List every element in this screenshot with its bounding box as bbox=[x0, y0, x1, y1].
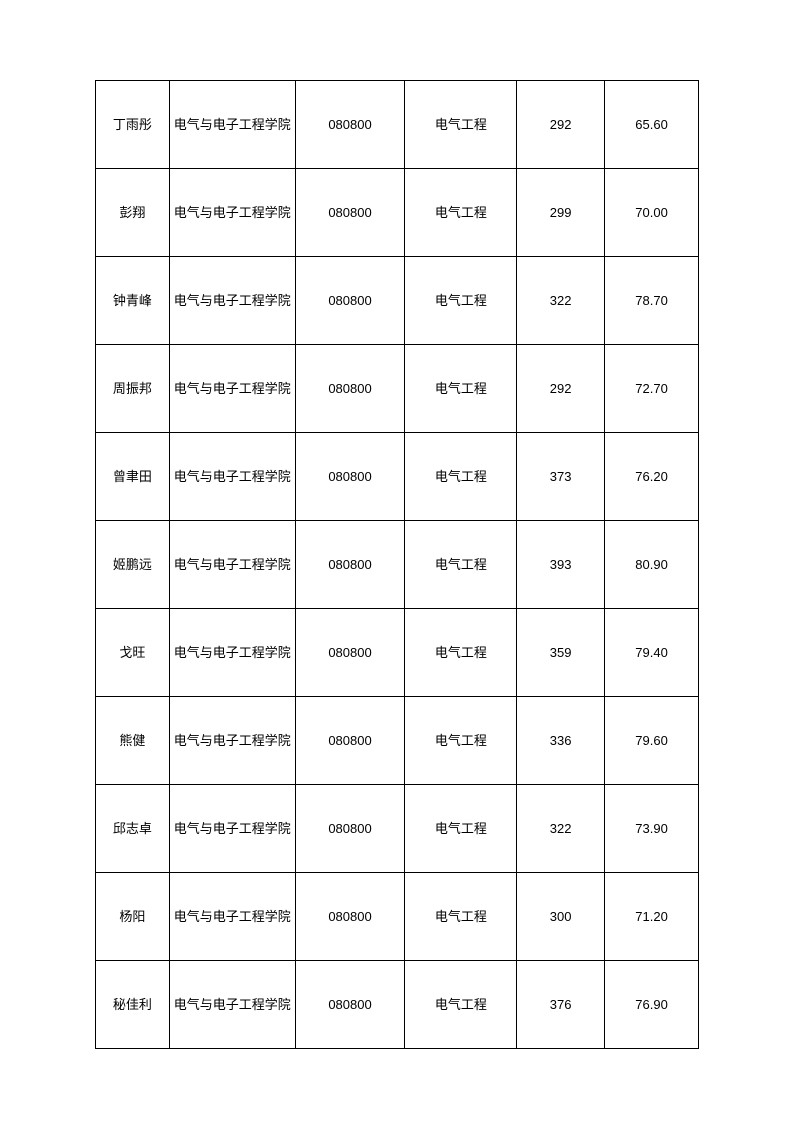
cell-score1: 359 bbox=[517, 609, 605, 697]
table-row: 杨阳电气与电子工程学院080800电气工程30071.20 bbox=[96, 873, 699, 961]
table-row: 秘佳利电气与电子工程学院080800电气工程37676.90 bbox=[96, 961, 699, 1049]
table-container: 丁雨彤电气与电子工程学院080800电气工程29265.60彭翔电气与电子工程学… bbox=[95, 80, 699, 1049]
cell-dept: 电气与电子工程学院 bbox=[169, 521, 295, 609]
cell-dept: 电气与电子工程学院 bbox=[169, 609, 295, 697]
cell-major: 电气工程 bbox=[405, 257, 517, 345]
cell-dept: 电气与电子工程学院 bbox=[169, 81, 295, 169]
cell-dept: 电气与电子工程学院 bbox=[169, 257, 295, 345]
cell-dept: 电气与电子工程学院 bbox=[169, 873, 295, 961]
cell-major: 电气工程 bbox=[405, 345, 517, 433]
cell-score2: 70.00 bbox=[605, 169, 699, 257]
table-row: 钟青峰电气与电子工程学院080800电气工程32278.70 bbox=[96, 257, 699, 345]
cell-name: 邱志卓 bbox=[96, 785, 170, 873]
cell-score1: 336 bbox=[517, 697, 605, 785]
cell-name: 钟青峰 bbox=[96, 257, 170, 345]
cell-code: 080800 bbox=[295, 873, 405, 961]
cell-name: 周振邦 bbox=[96, 345, 170, 433]
table-row: 丁雨彤电气与电子工程学院080800电气工程29265.60 bbox=[96, 81, 699, 169]
cell-score1: 393 bbox=[517, 521, 605, 609]
cell-score2: 79.40 bbox=[605, 609, 699, 697]
cell-major: 电气工程 bbox=[405, 521, 517, 609]
data-table: 丁雨彤电气与电子工程学院080800电气工程29265.60彭翔电气与电子工程学… bbox=[95, 80, 699, 1049]
cell-dept: 电气与电子工程学院 bbox=[169, 169, 295, 257]
cell-major: 电气工程 bbox=[405, 81, 517, 169]
cell-dept: 电气与电子工程学院 bbox=[169, 961, 295, 1049]
cell-code: 080800 bbox=[295, 521, 405, 609]
cell-score2: 76.90 bbox=[605, 961, 699, 1049]
table-row: 戈旺电气与电子工程学院080800电气工程35979.40 bbox=[96, 609, 699, 697]
cell-score1: 292 bbox=[517, 81, 605, 169]
cell-score1: 292 bbox=[517, 345, 605, 433]
table-row: 邱志卓电气与电子工程学院080800电气工程32273.90 bbox=[96, 785, 699, 873]
cell-score2: 65.60 bbox=[605, 81, 699, 169]
cell-name: 戈旺 bbox=[96, 609, 170, 697]
cell-code: 080800 bbox=[295, 961, 405, 1049]
cell-score1: 299 bbox=[517, 169, 605, 257]
cell-code: 080800 bbox=[295, 81, 405, 169]
cell-score1: 322 bbox=[517, 785, 605, 873]
table-row: 彭翔电气与电子工程学院080800电气工程29970.00 bbox=[96, 169, 699, 257]
cell-major: 电气工程 bbox=[405, 609, 517, 697]
cell-dept: 电气与电子工程学院 bbox=[169, 785, 295, 873]
cell-name: 杨阳 bbox=[96, 873, 170, 961]
table-row: 熊健电气与电子工程学院080800电气工程33679.60 bbox=[96, 697, 699, 785]
cell-name: 熊健 bbox=[96, 697, 170, 785]
cell-name: 秘佳利 bbox=[96, 961, 170, 1049]
cell-code: 080800 bbox=[295, 169, 405, 257]
table-row: 曾聿田电气与电子工程学院080800电气工程37376.20 bbox=[96, 433, 699, 521]
cell-name: 彭翔 bbox=[96, 169, 170, 257]
table-row: 周振邦电气与电子工程学院080800电气工程29272.70 bbox=[96, 345, 699, 433]
cell-score2: 79.60 bbox=[605, 697, 699, 785]
cell-name: 丁雨彤 bbox=[96, 81, 170, 169]
cell-major: 电气工程 bbox=[405, 169, 517, 257]
cell-score1: 376 bbox=[517, 961, 605, 1049]
cell-dept: 电气与电子工程学院 bbox=[169, 345, 295, 433]
cell-score2: 76.20 bbox=[605, 433, 699, 521]
cell-score2: 71.20 bbox=[605, 873, 699, 961]
cell-code: 080800 bbox=[295, 785, 405, 873]
cell-major: 电气工程 bbox=[405, 961, 517, 1049]
cell-score1: 322 bbox=[517, 257, 605, 345]
cell-score2: 73.90 bbox=[605, 785, 699, 873]
table-row: 姬鹏远电气与电子工程学院080800电气工程39380.90 bbox=[96, 521, 699, 609]
cell-code: 080800 bbox=[295, 257, 405, 345]
table-body: 丁雨彤电气与电子工程学院080800电气工程29265.60彭翔电气与电子工程学… bbox=[96, 81, 699, 1049]
cell-dept: 电气与电子工程学院 bbox=[169, 697, 295, 785]
cell-score1: 300 bbox=[517, 873, 605, 961]
cell-name: 姬鹏远 bbox=[96, 521, 170, 609]
cell-score1: 373 bbox=[517, 433, 605, 521]
cell-code: 080800 bbox=[295, 433, 405, 521]
cell-score2: 80.90 bbox=[605, 521, 699, 609]
cell-dept: 电气与电子工程学院 bbox=[169, 433, 295, 521]
cell-name: 曾聿田 bbox=[96, 433, 170, 521]
cell-major: 电气工程 bbox=[405, 697, 517, 785]
cell-code: 080800 bbox=[295, 609, 405, 697]
cell-major: 电气工程 bbox=[405, 433, 517, 521]
cell-major: 电气工程 bbox=[405, 873, 517, 961]
cell-code: 080800 bbox=[295, 697, 405, 785]
cell-major: 电气工程 bbox=[405, 785, 517, 873]
cell-score2: 72.70 bbox=[605, 345, 699, 433]
cell-score2: 78.70 bbox=[605, 257, 699, 345]
cell-code: 080800 bbox=[295, 345, 405, 433]
